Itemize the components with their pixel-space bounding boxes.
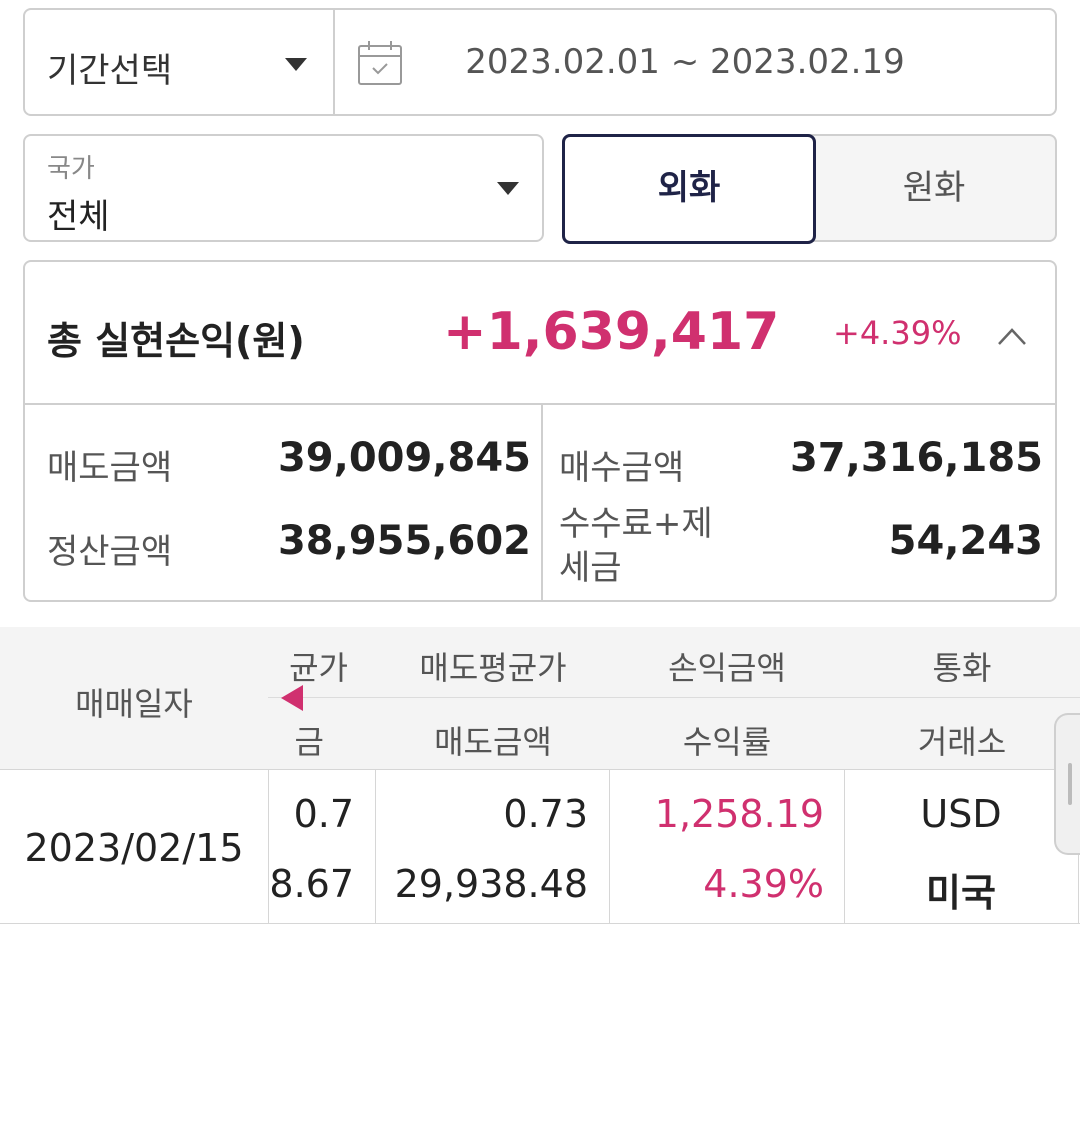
header-trade-date[interactable]: 매매일자 [75,685,193,723]
buy-amount-value: 37,316,185 [789,435,1043,481]
calendar-icon[interactable] [357,40,403,86]
header-sell-avg-price: 매도평균가 [419,649,567,687]
buy-amount-label: 매수금액 [559,448,685,488]
cell-partial-top: 0.7 [293,792,354,836]
summary-divider [25,403,1055,405]
cell-sell-amount: 29,938.48 [394,862,588,906]
settle-amount-label: 정산금액 [47,532,173,572]
summary-column-divider [541,405,543,600]
caret-down-icon [285,58,307,71]
summary-rate: +4.39% [833,314,962,352]
sell-amount-label: 매도금액 [47,448,173,488]
foreign-currency-tab[interactable]: 외화 [562,134,816,244]
header-sell-amount: 매도금액 [434,723,552,761]
won-currency-tab[interactable]: 원화 [902,168,966,208]
table-row[interactable]: 2023/02/15 0.7 8.67 0.73 29,938.48 1,258… [0,769,1080,924]
summary-amount: +1,639,417 [443,302,780,362]
caret-down-icon [497,182,519,195]
table-header: 매매일자 균가 금액 매도평균가 매도금액 손익금액 수익률 통화 거래소 [0,627,1080,807]
scroll-grip [1068,763,1072,805]
period-select-label: 기간선택 [47,51,173,91]
header-return-rate: 수익률 [682,723,772,761]
column-divider [375,770,376,923]
header-exchange: 거래소 [917,723,1007,761]
country-value: 전체 [47,197,110,237]
scroll-left-arrow-icon[interactable] [281,685,303,711]
column-divider [844,770,845,923]
country-select[interactable]: 국가 전체 [23,134,544,242]
period-select-dropdown[interactable]: 기간선택 [25,10,335,114]
cell-return-rate: 4.39% [703,862,824,906]
fee-tax-label: 수수료+제 세금 [559,504,713,588]
date-range-text[interactable]: 2023.02.01 ~ 2023.02.19 [465,42,905,82]
sell-amount-value: 39,009,845 [277,435,531,481]
header-partial-top: 균가 [289,649,348,687]
summary-title: 총 실현손익(원) [47,319,305,363]
chevron-up-icon[interactable] [997,322,1027,352]
cell-currency: USD [920,792,1002,836]
header-currency: 통화 [932,649,992,687]
column-divider [609,770,610,923]
header-pl-amount: 손익금액 [668,649,786,687]
settle-amount-value: 38,955,602 [277,518,531,564]
cell-trade-date: 2023/02/15 [24,826,244,870]
cell-pl-amount: 1,258.19 [654,792,824,836]
currency-toggle: 외화 원화 [562,134,1057,244]
cell-sell-avg-price: 0.73 [503,792,588,836]
period-filter: 기간선택 2023.02.01 ~ 2023.02.19 [23,8,1057,116]
cell-partial-bottom: 8.67 [269,862,354,906]
horizontal-scroll-handle[interactable] [1054,713,1080,855]
cell-exchange: 미국 [926,871,996,915]
header-row-divider [268,697,1080,698]
country-caption: 국가 [47,154,95,184]
realized-pl-summary: 총 실현손익(원) +1,639,417 +4.39% 매도금액 39,009,… [23,260,1057,602]
fee-tax-value: 54,243 [888,518,1043,564]
column-divider [268,770,269,923]
